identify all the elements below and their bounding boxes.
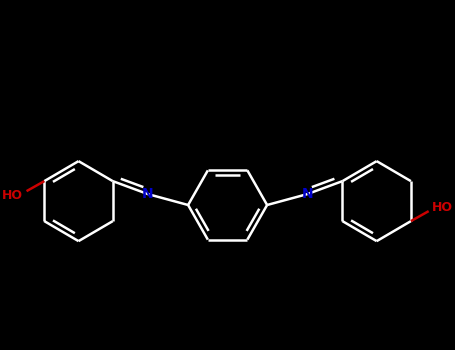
Text: HO: HO	[2, 189, 23, 202]
Text: N: N	[301, 187, 313, 201]
Text: N: N	[142, 187, 154, 201]
Text: HO: HO	[432, 201, 453, 214]
